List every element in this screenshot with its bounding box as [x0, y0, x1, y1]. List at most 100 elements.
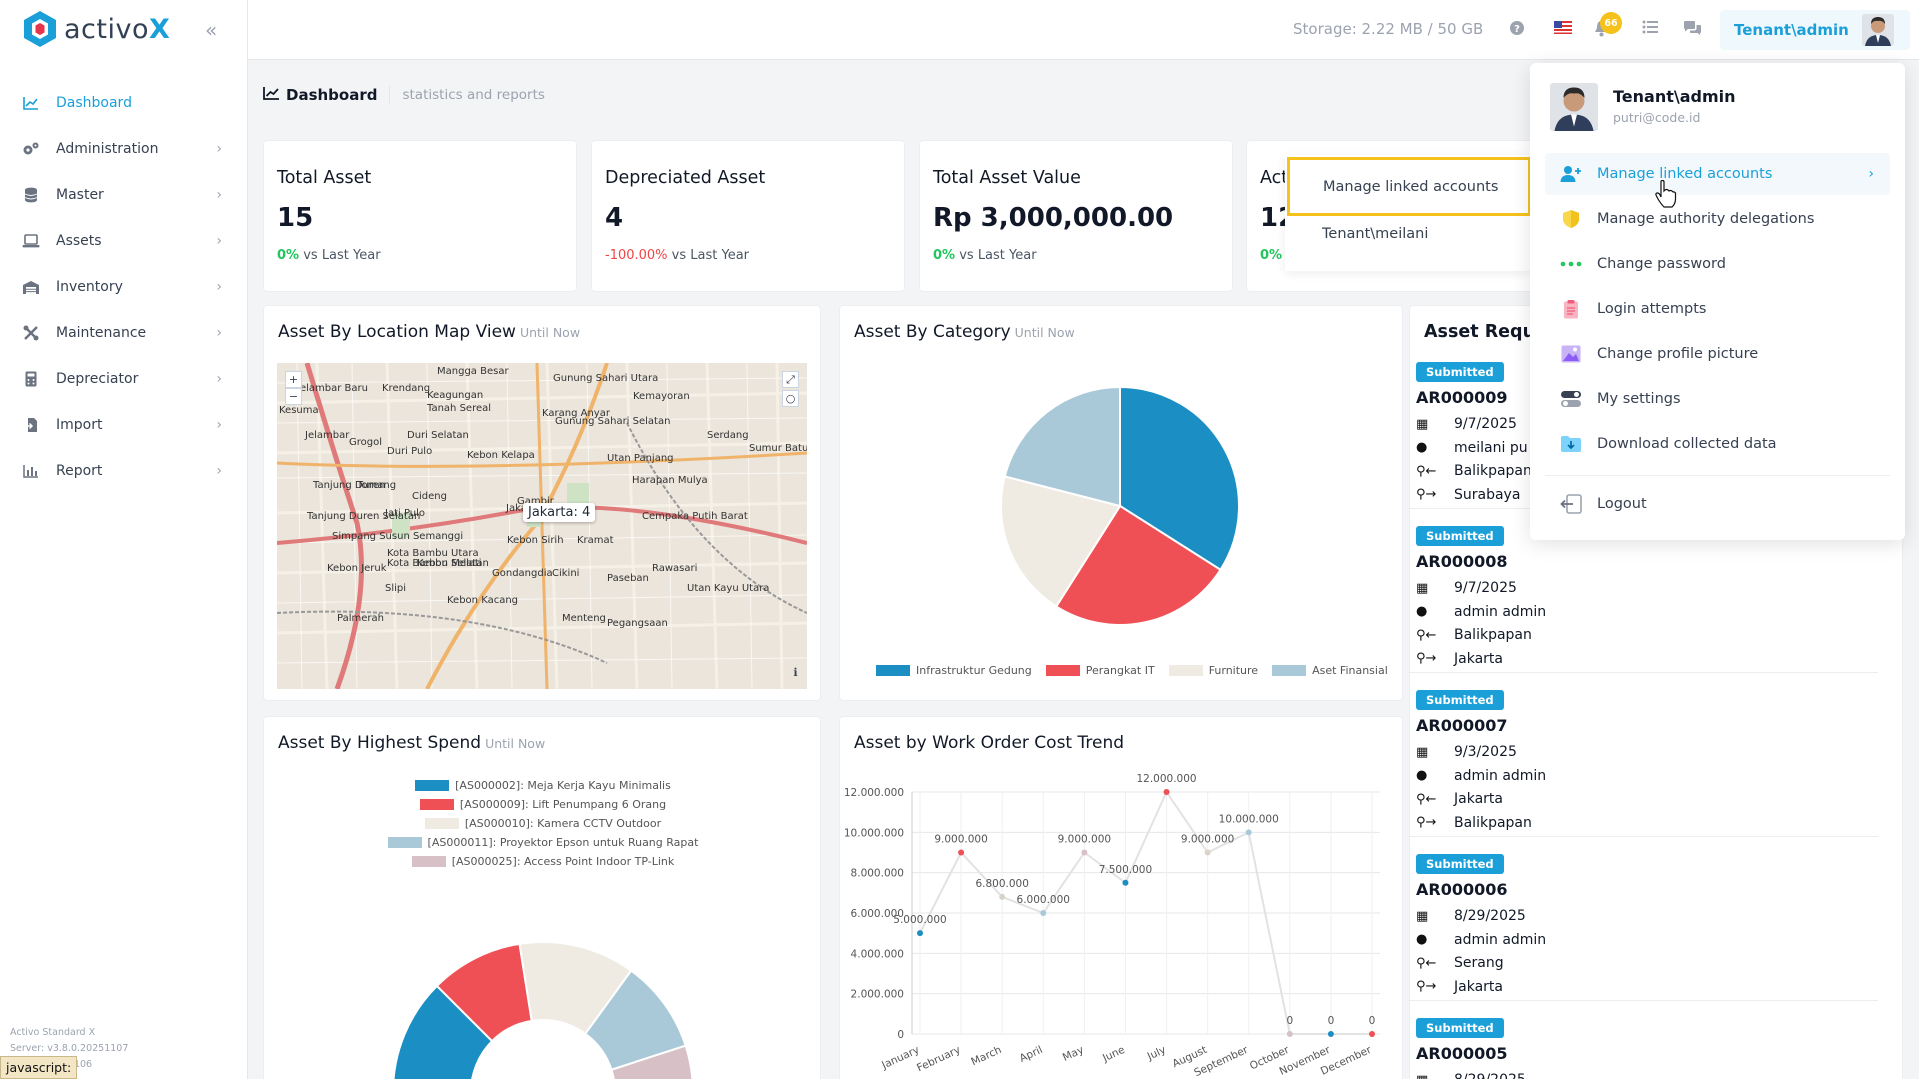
menu-item-manage-linked-accounts[interactable]: Manage linked accounts ›	[1545, 153, 1890, 195]
us-flag-icon[interactable]	[1553, 20, 1573, 40]
sidebar-item-dashboard[interactable]: Dashboard	[0, 80, 248, 126]
sidebar-item-label: Report	[56, 463, 103, 479]
sidebar-item-maintenance[interactable]: Maintenance ›	[0, 310, 248, 356]
map-tooltip: Jakarta: 4	[523, 503, 596, 522]
map-zoom-out-button[interactable]: −	[285, 388, 302, 405]
menu-item-my-settings[interactable]: My settings	[1545, 378, 1890, 420]
map-place-label: Karang Anyar	[542, 408, 610, 419]
submenu-linked-account[interactable]: Tenant\meilani	[1322, 226, 1429, 242]
legend-entry[interactable]: Perangkat IT	[1045, 664, 1155, 677]
menu-item-logout[interactable]: Logout	[1545, 483, 1890, 525]
map-info-icon[interactable]: ℹ	[793, 666, 798, 679]
map-place-label: Krendang	[382, 383, 431, 394]
request-from-value: Balikpapan	[1454, 627, 1532, 643]
data-point[interactable]	[1122, 879, 1129, 886]
panel-title: Asset by Work Order Cost Trend	[854, 733, 1125, 753]
user-icon: ●	[1416, 768, 1428, 783]
delta-value: 0%	[933, 248, 956, 263]
data-point[interactable]	[1327, 1031, 1334, 1037]
data-point[interactable]	[917, 930, 923, 937]
legend-entry[interactable]: [AS000002]: Meja Kerja Kayu Minimalis	[415, 779, 671, 792]
legend-entry[interactable]: [AS000025]: Access Point Indoor TP-Link	[411, 855, 674, 868]
pin-to-icon: ⚲→	[1416, 487, 1437, 502]
x-tick-label: April	[1018, 1044, 1045, 1065]
map-place-label: Sumur Batu	[749, 443, 807, 454]
stat-value: 4	[605, 203, 624, 233]
request-from: ⚲← Balikpapan	[1416, 463, 1532, 479]
stat-card-total-asset-value: Total Asset Value Rp 3,000,000.00 0% vs …	[919, 140, 1233, 292]
data-point[interactable]	[1040, 910, 1047, 916]
menu-item-label: Manage linked accounts	[1597, 166, 1773, 182]
map-place-label: Duri Selatan	[407, 430, 469, 441]
request-user: ● admin admin	[1416, 768, 1546, 784]
menu-item-manage-authority-delegations[interactable]: Manage authority delegations	[1545, 198, 1890, 240]
map-place-label: Cikini	[552, 568, 580, 579]
sidebar-item-import[interactable]: Import ›	[0, 402, 248, 448]
menu-item-change-password[interactable]: Change password	[1545, 243, 1890, 285]
y-tick-label: 2.000.000	[851, 989, 904, 1001]
legend-entry[interactable]: Aset Finansial	[1272, 664, 1388, 677]
map-place-label: Gunung Sahari Selatan	[555, 416, 671, 427]
request-id: AR000007	[1416, 716, 1508, 735]
chevron-right-icon: ›	[216, 463, 222, 479]
donut-slice[interactable]	[610, 1044, 694, 1079]
user-plus-icon	[1559, 162, 1583, 186]
chevron-right-icon: ›	[216, 233, 222, 249]
collapse-sidebar-icon[interactable]: «	[205, 18, 218, 42]
map-reset-icon[interactable]: ○	[782, 390, 799, 407]
chat-icon[interactable]	[1682, 20, 1702, 40]
legend-entry[interactable]: [AS000010]: Kamera CCTV Outdoor	[424, 817, 661, 830]
user-menu-button[interactable]: Tenant\admin	[1720, 10, 1910, 50]
map-panel: Asset By Location Map View Until Now Gunu…	[263, 305, 821, 701]
menu-item-download-collected-data[interactable]: Download collected data	[1545, 423, 1890, 465]
task-list-icon[interactable]	[1640, 20, 1660, 40]
user-dropdown-menu: Tenant\admin putri@code.id Manage linked…	[1530, 63, 1905, 540]
menu-item-change-profile-picture[interactable]: Change profile picture	[1545, 333, 1890, 375]
sidebar-item-administration[interactable]: Administration ›	[0, 126, 248, 172]
data-point[interactable]	[1369, 1031, 1375, 1037]
map-place-label: Tanjung Duren Selatan	[307, 511, 421, 522]
legend-entry[interactable]: [AS000009]: Lift Penumpang 6 Orang	[419, 798, 666, 811]
request-to-value: Surabaya	[1454, 486, 1521, 503]
page-subtitle: statistics and reports	[402, 87, 545, 103]
map-fullscreen-icon[interactable]: ⤢	[782, 371, 799, 388]
stat-delta: 0% vs Last Year	[933, 248, 1037, 263]
topbar: Storage: 2.22 MB / 50 GB ? 66 Tenant\adm…	[248, 0, 1919, 60]
sidebar-item-report[interactable]: Report ›	[0, 448, 248, 494]
logo[interactable]: activoX	[22, 11, 171, 47]
sidebar-item-inventory[interactable]: Inventory ›	[0, 264, 248, 310]
brand-name: activoX	[64, 13, 171, 45]
location-map[interactable]: Gunung Sahari Utara Kemayoran Serdang Sumur…	[277, 363, 807, 689]
data-point[interactable]	[1163, 789, 1170, 795]
submenu-manage-linked-accounts[interactable]: Manage linked accounts	[1287, 157, 1531, 216]
legend-entry[interactable]: [AS000011]: Proyektor Epson untuk Ruang …	[387, 836, 698, 849]
product-name: Activo Standard X	[10, 1027, 96, 1038]
pie-slice[interactable]	[1003, 385, 1121, 508]
help-icon[interactable]: ?	[1507, 20, 1527, 40]
map-zoom-in-button[interactable]: +	[285, 371, 302, 388]
legend-entry[interactable]: Infrastruktur Gedung	[876, 664, 1032, 677]
data-point[interactable]	[958, 849, 965, 856]
map-place-label: Kota Bambu Utara	[387, 548, 479, 559]
request-date: ▦ 9/7/2025	[1416, 416, 1517, 432]
user-name: Tenant\admin	[1734, 21, 1849, 39]
request-date-value: 8/29/2025	[1454, 1072, 1526, 1079]
data-point[interactable]	[999, 893, 1006, 900]
data-label: 10.000.000	[1219, 813, 1279, 825]
legend-entry[interactable]: Furniture	[1168, 664, 1258, 677]
map-place-label: Kebon Jeruk	[327, 563, 387, 574]
pie-slice[interactable]	[1000, 475, 1122, 608]
menu-item-login-attempts[interactable]: Login attempts	[1545, 288, 1890, 330]
data-point[interactable]	[1204, 849, 1211, 856]
chevron-right-icon: ›	[216, 417, 222, 433]
data-point[interactable]	[1081, 849, 1088, 856]
data-point[interactable]	[1245, 829, 1252, 836]
sidebar-item-master[interactable]: Master ›	[0, 172, 248, 218]
sidebar-item-assets[interactable]: Assets ›	[0, 218, 248, 264]
pie-slice[interactable]	[1054, 504, 1222, 626]
request-id: AR000009	[1416, 388, 1508, 407]
data-point[interactable]	[1286, 1031, 1293, 1037]
legend-swatch	[411, 856, 446, 867]
request-user-value: admin admin	[1454, 767, 1547, 784]
sidebar-item-depreciator[interactable]: Depreciator ›	[0, 356, 248, 402]
